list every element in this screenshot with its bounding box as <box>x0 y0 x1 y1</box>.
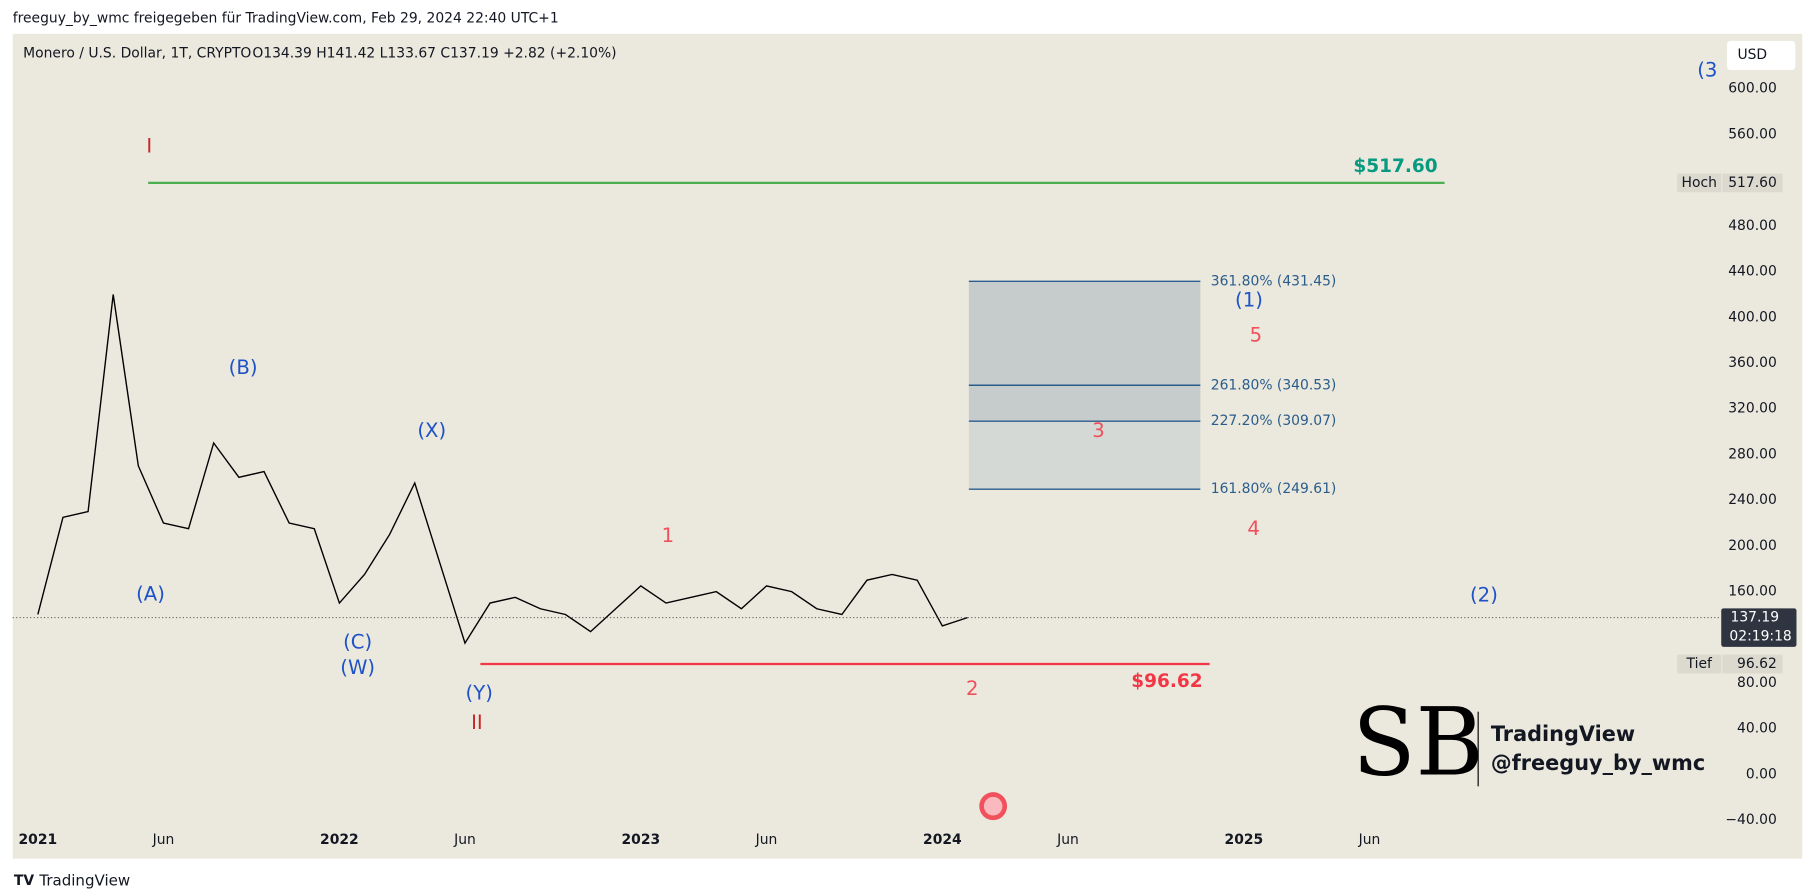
currency[interactable]: USD <box>1737 47 1767 63</box>
x-tick-label: Jun <box>453 832 476 848</box>
x-tick-label: 2024 <box>923 832 962 848</box>
y-tick-label: 240.00 <box>1728 492 1777 508</box>
level-line-label: $517.60 <box>1353 156 1437 177</box>
y-tick-label: 440.00 <box>1728 264 1777 280</box>
ohlc: O134.39 H141.42 L133.67 C137.19 +2.82 (+… <box>252 46 616 62</box>
fib-label: 227.20% (309.07) <box>1211 413 1337 429</box>
symbol-title: Monero / U.S. Dollar, 1T, CRYPTO <box>23 46 251 62</box>
header: freeguy_by_wmc freigegeben für TradingVi… <box>13 11 559 27</box>
wave-label: II <box>471 711 483 734</box>
wave-label: (B) <box>229 356 258 379</box>
level-value-tag <box>1722 654 1783 674</box>
x-tick-label: Jun <box>755 832 778 848</box>
wave-label: 2 <box>966 677 979 700</box>
y-tick-label: 80.00 <box>1737 675 1777 691</box>
wave-label: (3 <box>1697 59 1717 82</box>
y-tick-label: 160.00 <box>1728 584 1777 600</box>
x-tick-label: 2025 <box>1225 832 1264 848</box>
wave-label: 4 <box>1247 517 1260 540</box>
x-tick-label: 2022 <box>320 832 359 848</box>
fib-zone-upper <box>968 281 1201 422</box>
y-tick-label: 480.00 <box>1728 218 1777 234</box>
level-value: 517.60 <box>1728 175 1777 191</box>
x-tick-label: 2023 <box>622 832 661 848</box>
wave-label: (Y) <box>466 682 493 705</box>
x-tick-label: Jun <box>1056 832 1079 848</box>
x-tick-label: Jun <box>152 832 175 848</box>
y-tick-label: 560.00 <box>1728 126 1777 142</box>
watermark-logo: SB <box>1352 688 1483 796</box>
wave-label: (1) <box>1235 288 1263 311</box>
countdown: 02:19:18 <box>1729 628 1791 644</box>
footer: TradingView <box>38 871 130 889</box>
wave-label: 5 <box>1250 323 1263 346</box>
wave-label: (A) <box>136 582 165 605</box>
current-price-tag <box>1721 608 1797 647</box>
logo-glyph: SB <box>1352 688 1483 796</box>
fib-label: 161.80% (249.61) <box>1211 481 1337 497</box>
chart-area <box>12 33 1803 859</box>
wave-label: (X) <box>417 419 446 442</box>
fib-label: 261.80% (340.53) <box>1211 377 1337 393</box>
y-tick-label: 40.00 <box>1737 721 1777 737</box>
y-tick-label: 320.00 <box>1728 401 1777 417</box>
wave-label: (W) <box>340 656 375 679</box>
y-tick-label: 400.00 <box>1728 309 1777 325</box>
y-tick-label: 360.00 <box>1728 355 1777 371</box>
wave-label: (C) <box>343 630 372 653</box>
level-line-label: $96.62 <box>1131 671 1202 692</box>
fib-label: 361.80% (431.45) <box>1211 273 1337 289</box>
level-name: Tief <box>1686 656 1713 672</box>
level-value-tag <box>1722 173 1783 193</box>
x-tick-label: Jun <box>1358 832 1381 848</box>
level-name-tag <box>1677 654 1722 674</box>
level-name-tag <box>1677 173 1722 193</box>
y-tick-label: 280.00 <box>1728 446 1777 462</box>
wave-label: (2) <box>1470 584 1498 607</box>
y-tick-label: 600.00 <box>1728 81 1777 97</box>
watermark-title: TradingView <box>1491 722 1635 746</box>
event-icon-inner[interactable] <box>983 796 1003 816</box>
wave-label: I <box>146 134 152 157</box>
wave-label: 1 <box>662 524 675 547</box>
y-tick-label: 200.00 <box>1728 538 1777 554</box>
y-tick-label: 0.00 <box>1746 766 1777 782</box>
footer-logo: TV <box>14 873 34 889</box>
current-price-label: 137.19 <box>1731 610 1780 626</box>
watermark-user: @freeguy_by_wmc <box>1491 751 1705 775</box>
currency-button[interactable] <box>1727 40 1796 70</box>
level-name: Hoch <box>1682 175 1717 191</box>
y-tick-label: −40.00 <box>1725 812 1776 828</box>
fib-zone-lower <box>968 421 1201 490</box>
wave-label: 3 <box>1092 419 1105 442</box>
x-tick-label: 2021 <box>19 832 58 848</box>
level-value: 96.62 <box>1737 656 1777 672</box>
price-line <box>37 294 968 645</box>
